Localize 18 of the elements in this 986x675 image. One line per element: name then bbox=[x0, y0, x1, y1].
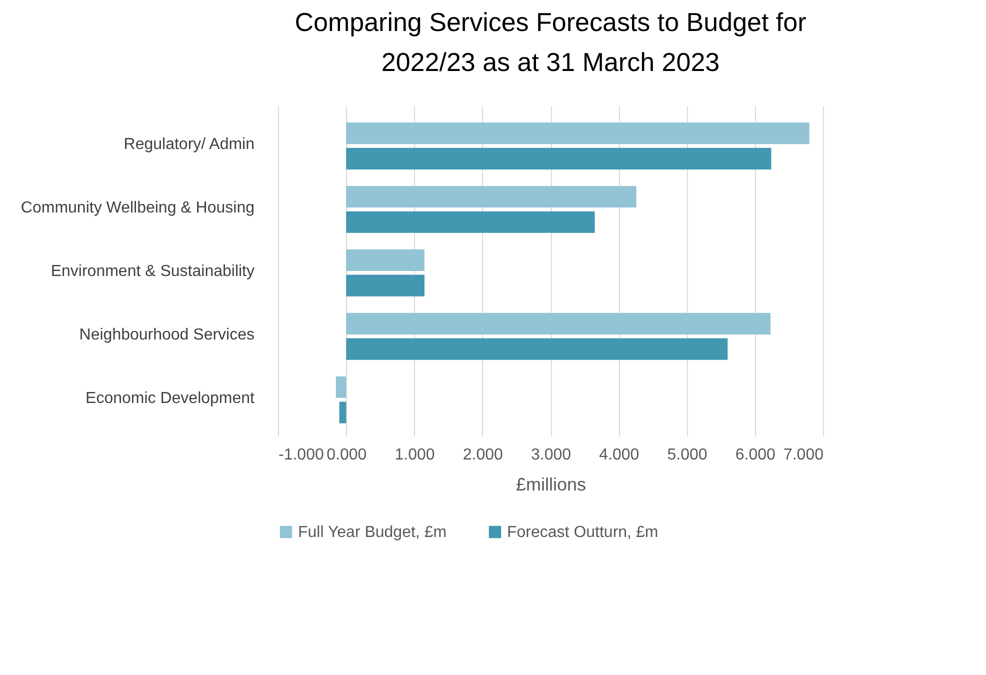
x-tick-label: 2.000 bbox=[462, 446, 503, 464]
y-tick-label: Neighbourhood Services bbox=[79, 326, 254, 344]
x-tick-label: 3.000 bbox=[530, 446, 572, 464]
x-tick-label: 0.000 bbox=[326, 446, 367, 464]
x-tick-label: 7.000 bbox=[783, 446, 824, 464]
legend-label: Forecast Outturn, £m bbox=[507, 524, 658, 541]
x-tick-label: 1.000 bbox=[394, 446, 435, 464]
x-tick-label: 4.000 bbox=[599, 446, 640, 464]
x-axis-title: £millions bbox=[516, 474, 586, 494]
legend-label: Full Year Budget, £m bbox=[298, 524, 447, 541]
x-tick-label: -1.000 bbox=[278, 446, 324, 464]
y-tick-label: Community Wellbeing & Housing bbox=[20, 200, 254, 217]
x-tick-label: 6.000 bbox=[735, 446, 776, 464]
chart-title: Comparing Services Forecasts to Budget for 2022/23 as at 31 March 2023 bbox=[294, 7, 807, 77]
y-tick-label: Regulatory/ Admin bbox=[124, 136, 254, 154]
y-tick-label: Economic Development bbox=[86, 390, 256, 407]
y-tick-label: Environment & Sustainability bbox=[50, 263, 254, 280]
x-tick-label: 5.000 bbox=[667, 446, 708, 464]
